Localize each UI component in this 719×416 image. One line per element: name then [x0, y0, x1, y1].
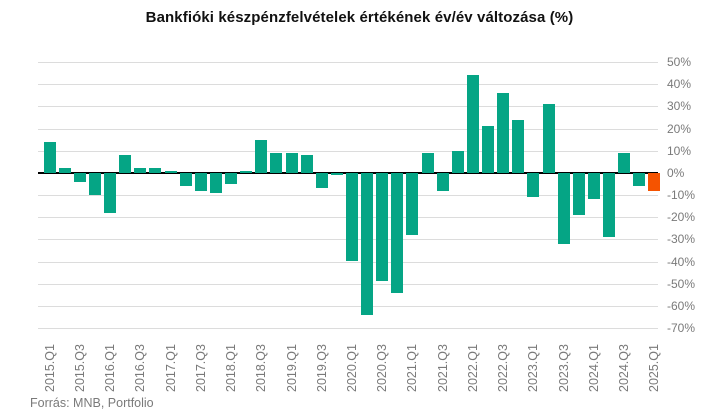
bar-2023.Q2: [542, 104, 555, 173]
bar-2024.Q2: [603, 172, 616, 238]
bar-2020.Q4: [391, 172, 404, 293]
bar-2021.Q4: [451, 150, 464, 173]
bar-2018.Q3: [255, 139, 268, 173]
bar-2022.Q2: [482, 126, 495, 173]
x-axis-tick-label: 2024.Q1: [586, 344, 601, 392]
x-axis-tick-label: 2016.Q3: [133, 344, 148, 392]
x-axis-tick-label: 2023.Q3: [556, 344, 571, 392]
gridline: [38, 328, 658, 329]
x-axis-tick-label: 2017.Q1: [163, 344, 178, 392]
bar-2020.Q2: [361, 172, 374, 315]
bar-2023.Q3: [557, 172, 570, 244]
gridline: [38, 84, 658, 86]
bar-2017.Q1: [164, 170, 177, 173]
gridline: [38, 305, 658, 307]
y-axis-tick-label: -30%: [667, 232, 696, 247]
bar-2015.Q2: [58, 168, 71, 173]
gridline: [38, 283, 658, 285]
y-axis-tick-label: -10%: [667, 188, 696, 202]
y-axis-tick-label: -50%: [667, 276, 696, 291]
x-axis-tick-label: 2018.Q3: [254, 344, 269, 392]
y-axis-tick-label: 10%: [667, 143, 692, 158]
bar-2017.Q3: [194, 172, 207, 191]
x-axis-tick-label: 2017.Q3: [193, 344, 208, 392]
gridline: [38, 106, 658, 108]
y-axis-tick-label: 50%: [667, 55, 692, 69]
bar-2020.Q1: [346, 172, 358, 262]
x-axis-tick-label: 2015.Q1: [42, 344, 57, 392]
gridline: [38, 62, 658, 63]
bar-2019.Q2: [300, 155, 313, 173]
bar-2023.Q4: [572, 172, 585, 215]
x-axis-tick-label: 2020.Q3: [375, 344, 390, 392]
x-axis-tick-label: 2016.Q1: [103, 344, 118, 392]
bar-2018.Q4: [270, 152, 283, 173]
bar-2016.Q2: [119, 155, 132, 173]
bar-2015.Q4: [88, 172, 101, 195]
bar-2024.Q4: [633, 172, 646, 187]
x-axis-tick-label: 2019.Q1: [284, 344, 299, 392]
x-axis-tick-label: 2015.Q3: [72, 344, 87, 392]
bar-2025.Q1: [648, 172, 661, 191]
y-axis-tick-label: 40%: [667, 77, 692, 92]
x-axis-tick-label: 2023.Q1: [526, 344, 541, 392]
bar-2019.Q1: [285, 152, 298, 173]
y-axis-tick-label: -60%: [667, 298, 696, 313]
bar-2016.Q1: [104, 172, 117, 213]
bar-2016.Q4: [149, 168, 162, 173]
bar-2017.Q4: [209, 172, 222, 193]
bar-2018.Q2: [240, 170, 253, 173]
gridline: [38, 261, 658, 263]
x-axis-tick-label: 2022.Q1: [465, 344, 480, 392]
y-axis-tick-label: 30%: [667, 99, 692, 114]
bar-2015.Q1: [43, 141, 56, 173]
y-axis-tick-label: 0%: [667, 165, 685, 180]
bar-2015.Q3: [73, 172, 86, 182]
bar-2019.Q4: [330, 172, 343, 176]
x-axis-tick-label: 2018.Q1: [224, 344, 239, 392]
bar-2024.Q3: [618, 152, 631, 173]
x-axis-tick-label: 2021.Q3: [435, 344, 450, 392]
bar-2020.Q3: [376, 172, 389, 282]
x-axis-tick-label: 2024.Q3: [617, 344, 632, 392]
bar-2018.Q1: [225, 172, 238, 184]
x-axis-tick-label: 2021.Q1: [405, 344, 420, 392]
bar-2021.Q3: [436, 172, 449, 191]
bar-2022.Q4: [512, 119, 525, 173]
source-note: Forrás: MNB, Portfolio: [30, 396, 154, 410]
bar-2022.Q1: [466, 75, 479, 173]
bar-2017.Q2: [179, 172, 192, 187]
y-axis-tick-label: -70%: [667, 321, 696, 335]
bar-series: [42, 62, 662, 328]
y-axis-tick-label: -20%: [667, 210, 696, 225]
bar-2016.Q3: [134, 168, 147, 173]
y-axis-tick-label: -40%: [667, 254, 696, 269]
y-axis-tick-label: 20%: [667, 121, 692, 136]
x-axis-tick-label: 2020.Q1: [345, 344, 359, 392]
bar-2024.Q1: [587, 172, 600, 200]
bar-2021.Q2: [421, 152, 434, 173]
chart-title: Bankfióki készpénzfelvételek értékének é…: [145, 9, 574, 26]
bar-2023.Q1: [527, 172, 540, 198]
x-axis-tick-label: 2019.Q3: [314, 344, 329, 392]
bar-2022.Q3: [497, 93, 510, 173]
x-axis-tick-label: 2022.Q3: [496, 344, 511, 392]
x-axis-tick-label: 2025.Q1: [647, 344, 662, 392]
gridline: [38, 150, 658, 152]
gridline: [38, 128, 658, 130]
bar-2021.Q1: [406, 172, 419, 235]
bar-2019.Q3: [315, 172, 328, 189]
